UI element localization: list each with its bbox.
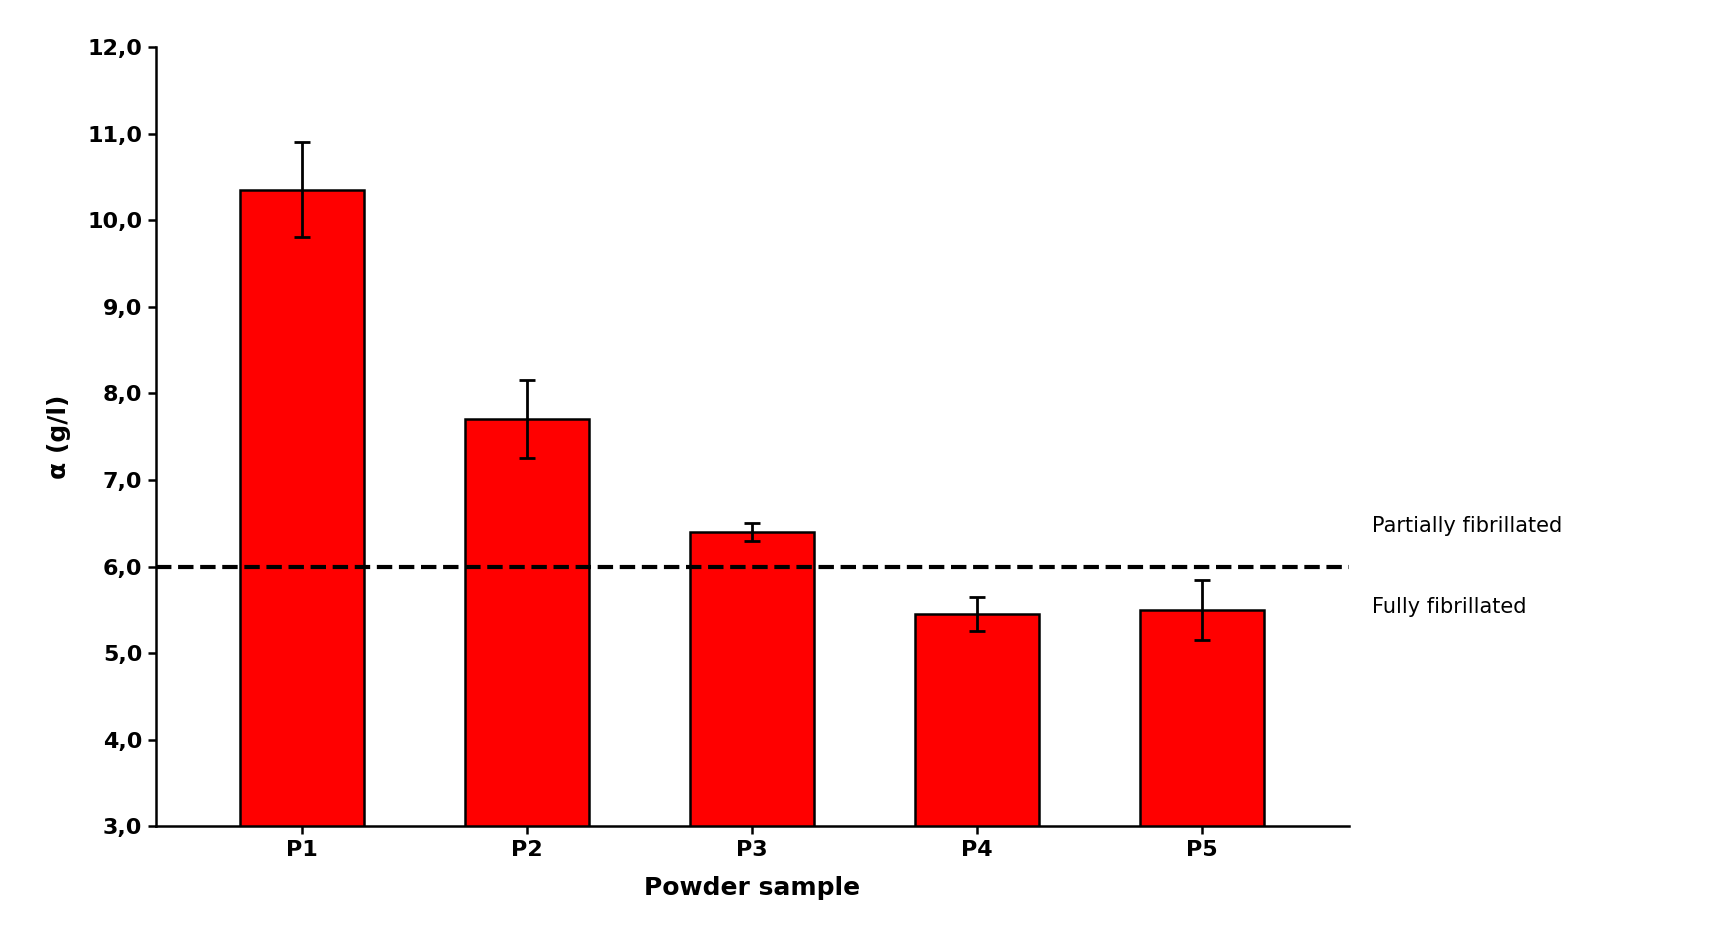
Y-axis label: α (g/l): α (g/l) bbox=[47, 394, 71, 479]
Bar bbox=[690, 531, 814, 826]
Bar bbox=[915, 614, 1039, 826]
Bar bbox=[1141, 609, 1264, 826]
Text: Fully fibrillated: Fully fibrillated bbox=[1373, 597, 1527, 617]
Bar bbox=[465, 420, 590, 826]
Text: Partially fibrillated: Partially fibrillated bbox=[1373, 516, 1563, 536]
Bar bbox=[240, 190, 363, 826]
X-axis label: Powder sample: Powder sample bbox=[645, 876, 861, 901]
